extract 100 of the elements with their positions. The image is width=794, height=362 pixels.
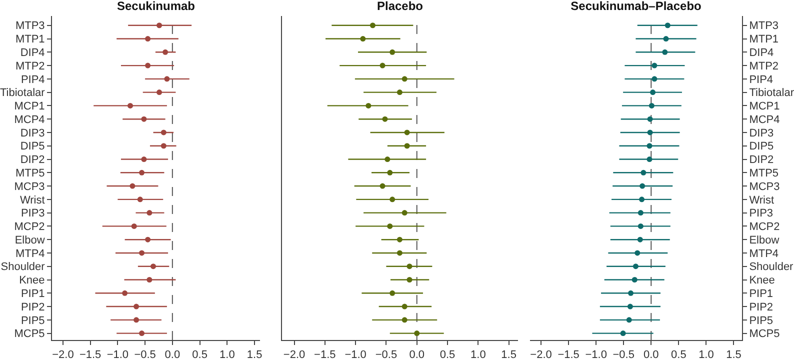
y-tick-label: PIP2 — [20, 301, 45, 314]
point — [406, 277, 412, 282]
y-tick-label: MCP4 — [14, 114, 45, 126]
point — [387, 223, 393, 229]
point — [145, 36, 151, 42]
point — [628, 290, 634, 296]
y-tick-label: Elbow — [14, 234, 45, 246]
x-tick-label: −1.0 — [344, 349, 366, 362]
point — [128, 102, 134, 108]
y-tick-label: MCP1 — [14, 100, 45, 113]
x-tick-label: 0.0 — [643, 349, 659, 362]
x-tick-label: 0.5 — [440, 349, 456, 362]
point — [160, 143, 166, 149]
point — [146, 277, 152, 282]
point — [122, 290, 128, 296]
y-tick-label: Elbow — [749, 234, 780, 246]
point — [139, 170, 145, 176]
point — [652, 62, 658, 68]
y-tick-label: Knee — [749, 274, 775, 287]
y-tick-label: MTP4 — [15, 248, 45, 260]
point — [627, 304, 633, 310]
point — [390, 49, 396, 55]
point — [404, 130, 410, 136]
y-tick-label: Tibiotalar — [749, 87, 794, 100]
point — [652, 76, 658, 82]
x-tick-label: 0.5 — [192, 349, 208, 362]
point — [164, 76, 170, 82]
y-tick-label: MCP1 — [749, 100, 780, 113]
point — [396, 250, 402, 256]
y-tick-label: DIP4 — [749, 47, 774, 59]
point — [150, 264, 156, 270]
point — [360, 36, 366, 42]
x-tick-label: 1.0 — [698, 349, 714, 362]
y-tick-label: MTP5 — [749, 167, 779, 180]
point — [662, 49, 668, 55]
y-tick-label: PIP5 — [749, 314, 774, 327]
point — [160, 130, 166, 136]
point — [406, 264, 412, 270]
x-tick-label: −1.0 — [585, 349, 607, 362]
y-tick-label: Shoulder — [0, 261, 46, 274]
point — [396, 236, 402, 242]
point — [145, 236, 151, 242]
point — [638, 223, 644, 229]
x-tick-label: −1.5 — [314, 349, 336, 362]
point — [639, 196, 645, 202]
point — [404, 143, 410, 149]
point — [141, 116, 147, 122]
point — [380, 183, 386, 189]
point — [146, 210, 152, 216]
chart-title: Secukinumab–Placebo — [570, 0, 702, 14]
point — [380, 62, 386, 68]
x-tick-label: 0.0 — [409, 349, 425, 362]
point — [640, 170, 646, 176]
y-tick-label: MTP3 — [749, 20, 779, 32]
point — [664, 22, 670, 28]
point — [156, 90, 162, 96]
point — [640, 183, 646, 189]
y-tick-label: Knee — [19, 274, 45, 287]
x-tick-label: −0.5 — [612, 349, 634, 362]
point — [637, 236, 643, 242]
y-tick-label: DIP2 — [20, 154, 45, 166]
point — [648, 102, 654, 108]
point — [632, 277, 638, 282]
y-tick-label: MCP2 — [14, 221, 45, 234]
point — [366, 102, 372, 108]
y-tick-label: MTP2 — [15, 60, 45, 72]
point — [620, 330, 626, 336]
x-tick-label: −1.5 — [558, 349, 580, 362]
point — [139, 330, 145, 336]
y-tick-label: MTP2 — [749, 60, 779, 72]
point — [663, 36, 669, 42]
chart-title: Secukinumab — [116, 0, 196, 14]
y-tick-label: MCP5 — [749, 328, 780, 340]
y-tick-label: PIP2 — [749, 301, 774, 314]
x-tick-label: 0.5 — [671, 349, 686, 362]
point — [650, 90, 656, 96]
point — [402, 317, 408, 323]
y-tick-label: MCP3 — [14, 180, 45, 193]
x-tick-label: 1.0 — [220, 349, 235, 362]
point — [402, 304, 408, 310]
y-tick-label: PIP1 — [20, 288, 45, 300]
y-tick-label: MTP1 — [749, 34, 779, 46]
y-tick-label: MCP2 — [749, 221, 780, 234]
x-tick-label: 1.0 — [470, 349, 486, 362]
point — [647, 130, 653, 136]
x-tick-label: 1.5 — [246, 349, 262, 362]
point — [141, 156, 147, 162]
point — [137, 196, 143, 202]
point — [382, 116, 388, 122]
point — [130, 183, 136, 189]
point — [145, 62, 151, 68]
y-tick-label: DIP4 — [20, 47, 45, 59]
point — [396, 90, 402, 96]
point — [414, 330, 420, 336]
point — [638, 210, 644, 216]
point — [162, 49, 168, 55]
point — [370, 22, 376, 28]
x-tick-label: −2.0 — [283, 349, 306, 362]
point — [634, 250, 640, 256]
point — [134, 304, 140, 310]
